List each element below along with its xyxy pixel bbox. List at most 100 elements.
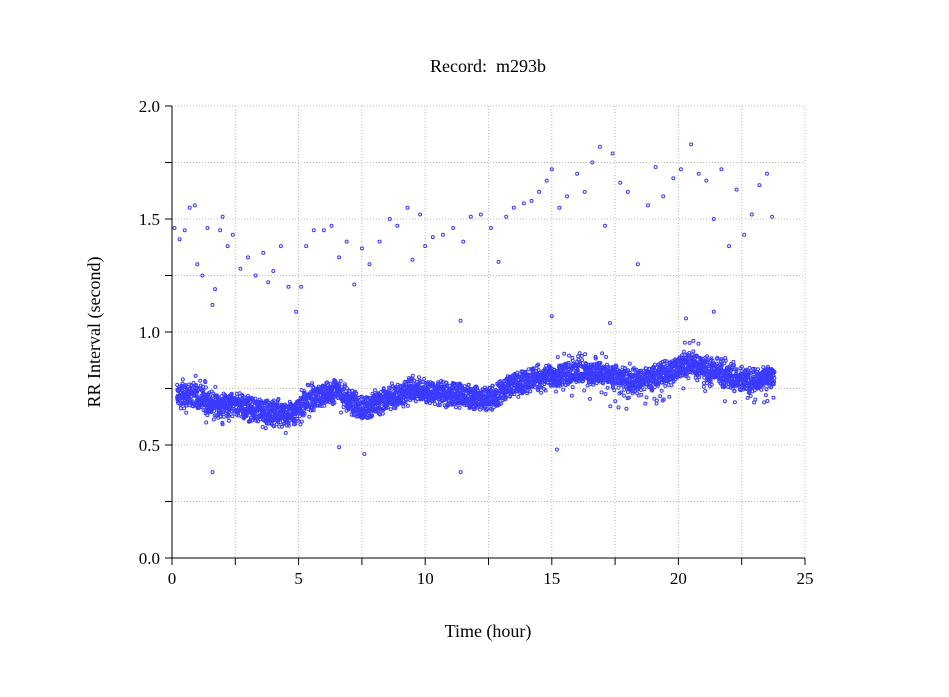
- band-point: [530, 368, 535, 373]
- upper-point: [440, 232, 445, 237]
- band-point: [528, 389, 533, 394]
- band-point: [756, 367, 760, 372]
- band-point: [747, 366, 752, 370]
- band-point: [322, 403, 327, 408]
- band-point: [669, 383, 674, 388]
- band-point: [504, 395, 509, 400]
- upper-point: [337, 255, 342, 260]
- upper-point: [177, 237, 182, 242]
- upper-point: [238, 266, 243, 271]
- band-point: [338, 378, 343, 383]
- band-point: [687, 353, 691, 358]
- upper-point: [200, 273, 205, 278]
- upper-point: [537, 189, 542, 194]
- band-point: [687, 340, 692, 345]
- band-point: [332, 400, 337, 405]
- band-point: [616, 385, 621, 390]
- upper-point: [496, 259, 501, 264]
- upper-point: [311, 228, 316, 233]
- band-point: [370, 413, 375, 418]
- band-point: [603, 392, 608, 396]
- upper-point: [757, 183, 762, 188]
- band-point: [204, 420, 209, 425]
- band-point: [622, 366, 627, 371]
- outlier-point: [337, 445, 342, 450]
- band-point: [191, 380, 196, 385]
- band-point: [577, 351, 582, 356]
- axes: [165, 105, 806, 565]
- upper-point: [220, 214, 225, 219]
- upper-point: [225, 244, 230, 249]
- upper-point: [565, 194, 569, 199]
- band-point: [753, 397, 758, 402]
- outlier-point: [210, 470, 215, 475]
- upper-point: [742, 232, 747, 237]
- band-point: [664, 359, 669, 364]
- band-point: [522, 389, 526, 394]
- y-tick-label: 0.5: [139, 436, 160, 455]
- band-point: [436, 403, 441, 408]
- band-point: [250, 418, 255, 423]
- band-point: [485, 407, 490, 412]
- band-point: [642, 387, 647, 392]
- band-point: [644, 395, 649, 400]
- band-point: [213, 384, 218, 389]
- band-point: [354, 391, 359, 396]
- band-point: [244, 414, 249, 418]
- upper-point: [618, 180, 623, 185]
- upper-point: [646, 203, 650, 208]
- upper-point: [410, 257, 415, 262]
- band-point: [626, 390, 630, 395]
- band-point: [450, 386, 455, 391]
- band-point: [598, 361, 603, 365]
- band-point: [242, 395, 247, 400]
- band-point: [631, 389, 636, 394]
- band-point: [270, 403, 275, 408]
- upper-point: [749, 212, 754, 217]
- band-point: [410, 373, 415, 378]
- band-point: [701, 384, 706, 389]
- y-axis-label: RR Interval (second): [84, 257, 105, 408]
- band-point: [523, 369, 528, 374]
- band-point: [731, 359, 736, 364]
- band-point: [732, 389, 737, 393]
- band-point: [478, 407, 482, 412]
- band-point: [229, 391, 234, 396]
- upper-point: [557, 205, 562, 210]
- band-point: [722, 399, 727, 404]
- band-point: [309, 393, 314, 398]
- band-point: [569, 393, 574, 398]
- band-point: [588, 396, 592, 401]
- band-point: [560, 380, 565, 385]
- band-point: [207, 395, 211, 400]
- upper-point: [734, 187, 739, 192]
- x-tick-label: 0: [168, 569, 177, 588]
- upper-point: [172, 226, 177, 230]
- band-point: [769, 385, 774, 390]
- band-point: [221, 414, 226, 419]
- band-point: [278, 420, 283, 425]
- band-point: [691, 338, 696, 343]
- band-point: [375, 396, 380, 400]
- upper-point: [192, 203, 197, 208]
- y-tick-label: 1.5: [139, 210, 160, 229]
- upper-point: [266, 280, 271, 285]
- y-tick-label: 1.0: [139, 323, 160, 342]
- band-point: [255, 419, 260, 424]
- band-point: [696, 341, 701, 346]
- band-point: [279, 424, 284, 429]
- upper-point: [529, 198, 534, 203]
- band-point: [722, 371, 727, 376]
- band-point: [219, 394, 224, 399]
- band-point: [302, 408, 307, 413]
- upper-point: [352, 282, 357, 287]
- x-axis-label: Time (hour): [445, 621, 532, 642]
- upper-point: [544, 178, 549, 183]
- upper-point: [261, 250, 266, 255]
- y-tick-label: 0.0: [139, 549, 160, 568]
- band-point: [654, 365, 659, 370]
- band-point: [307, 414, 312, 419]
- band-point: [619, 390, 623, 395]
- outlier-point: [684, 316, 688, 321]
- band-point: [199, 404, 204, 409]
